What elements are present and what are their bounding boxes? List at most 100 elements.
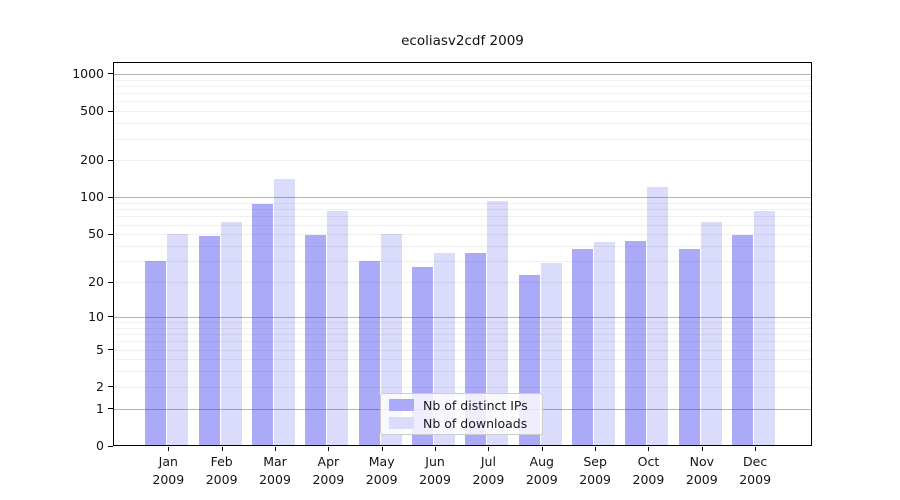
- x-tick-mark: [275, 447, 276, 451]
- x-tick-mark: [701, 447, 703, 451]
- x-tick-label-jul: Jul 2009: [460, 453, 516, 489]
- bar-nb-of-downloads-oct-2009: [647, 186, 669, 446]
- x-tick-year: 2009: [685, 472, 718, 487]
- y-tick-mark: [108, 349, 113, 350]
- bar-nb-of-distinct-ips-jan-2009: [145, 261, 167, 446]
- x-tick-label-mar: Mar 2009: [247, 453, 303, 489]
- x-tick-month: Nov: [689, 454, 714, 469]
- x-tick-year: 2009: [579, 472, 611, 487]
- x-tick-month: Feb: [210, 454, 233, 469]
- y-tick-mark: [108, 233, 113, 235]
- gridline-minor: [114, 209, 811, 211]
- x-tick-year: 2009: [205, 472, 238, 487]
- x-tick-year: 2009: [419, 472, 451, 487]
- x-tick-month: Sep: [583, 454, 607, 469]
- x-tick-label-aug: Aug 2009: [514, 453, 570, 489]
- gridline-minor: [114, 203, 811, 205]
- x-tick-month: Jun: [425, 454, 445, 469]
- legend-label: Nb of distinct IPs: [423, 397, 528, 413]
- y-tick-label: 1: [96, 400, 104, 416]
- bar-nb-of-downloads-aug-2009: [540, 262, 562, 446]
- x-tick-year: 2009: [312, 472, 345, 487]
- gridline-major: [114, 197, 811, 199]
- bar-nb-of-distinct-ips-dec-2009: [732, 235, 754, 446]
- y-tick-mark: [108, 445, 113, 447]
- bar-nb-of-downloads-feb-2009: [220, 222, 242, 446]
- legend-item-nb-of-distinct-ips: Nb of distinct IPs: [389, 398, 534, 413]
- gridline-minor: [114, 371, 811, 373]
- gridline-minor: [114, 79, 811, 81]
- y-tick-label: 5: [96, 341, 104, 357]
- y-tick-mark: [108, 408, 113, 410]
- x-tick-month: Jan: [158, 454, 178, 469]
- x-tick-label-sep: Sep 2009: [567, 453, 623, 489]
- x-tick-month: Mar: [263, 454, 287, 469]
- x-tick-mark: [221, 447, 223, 451]
- x-tick-label-oct: Oct 2009: [620, 453, 676, 489]
- x-tick-year: 2009: [525, 472, 558, 487]
- x-tick-month: May: [368, 454, 395, 469]
- bar-nb-of-downloads-jan-2009: [167, 234, 189, 446]
- y-tick-label: 50: [88, 226, 104, 242]
- y-tick-label: 10: [88, 308, 104, 324]
- x-tick-year: 2009: [365, 472, 398, 487]
- gridline-minor: [114, 327, 811, 329]
- y-tick-label: 0: [96, 438, 104, 453]
- gridline-minor: [114, 85, 811, 87]
- x-tick-mark: [755, 447, 757, 451]
- legend-item-nb-of-downloads: Nb of downloads: [389, 416, 534, 431]
- gridline-major: [114, 316, 811, 318]
- gridline-minor: [114, 349, 811, 351]
- bar-nb-of-downloads-dec-2009: [754, 211, 776, 446]
- y-tick-label: 1000: [72, 65, 104, 81]
- gridline-minor: [114, 234, 811, 236]
- gridline-major: [114, 73, 811, 75]
- gridline-minor: [114, 93, 811, 95]
- x-tick-year: 2009: [739, 472, 772, 487]
- gridline-minor: [114, 123, 811, 125]
- x-tick-mark: [488, 447, 490, 451]
- y-tick-mark: [108, 73, 113, 75]
- bar-nb-of-distinct-ips-apr-2009: [305, 235, 327, 446]
- x-tick-year: 2009: [472, 472, 505, 487]
- x-tick-mark: [328, 447, 330, 451]
- gridline-minor: [114, 334, 811, 336]
- x-tick-mark: [381, 447, 383, 451]
- legend-swatch-nb-of-downloads: [389, 417, 414, 429]
- x-tick-mark: [648, 447, 650, 451]
- y-tick-mark: [108, 316, 113, 318]
- x-tick-mark: [595, 447, 597, 451]
- x-tick-year: 2009: [259, 472, 291, 487]
- y-tick-label: 500: [80, 103, 104, 119]
- y-tick-mark: [108, 110, 113, 112]
- x-tick-mark: [541, 447, 543, 451]
- bar-nb-of-downloads-apr-2009: [327, 211, 349, 446]
- x-tick-month: Oct: [637, 454, 660, 469]
- gridline-minor: [114, 386, 811, 388]
- x-tick-month: Dec: [743, 454, 768, 469]
- legend: Nb of distinct IPs Nb of downloads: [380, 393, 543, 435]
- x-tick-mark: [435, 447, 437, 451]
- gridline-minor: [114, 322, 811, 323]
- y-tick-mark: [108, 196, 113, 198]
- bar-nb-of-downloads-jul-2009: [487, 201, 509, 446]
- chart-title: ecoliasv2cdf 2009: [401, 33, 524, 49]
- bar-nb-of-downloads-nov-2009: [700, 222, 722, 446]
- y-tick-mark: [108, 281, 113, 283]
- bar-nb-of-distinct-ips-mar-2009: [252, 204, 273, 446]
- x-tick-month: Apr: [317, 454, 340, 469]
- y-tick-label: 2: [96, 378, 104, 394]
- x-tick-year: 2009: [152, 472, 185, 487]
- x-tick-label-jan: Jan 2009: [140, 453, 196, 489]
- y-tick-label: 100: [80, 189, 104, 205]
- x-tick-label-jun: Jun 2009: [407, 453, 463, 489]
- x-tick-label-nov: Nov 2009: [674, 453, 730, 489]
- gridline-minor: [114, 101, 811, 103]
- y-tick-label: 20: [88, 274, 104, 290]
- bar-nb-of-distinct-ips-feb-2009: [198, 236, 220, 446]
- legend-label: Nb of downloads: [423, 415, 528, 431]
- x-tick-year: 2009: [632, 472, 665, 487]
- x-tick-mark: [168, 447, 170, 451]
